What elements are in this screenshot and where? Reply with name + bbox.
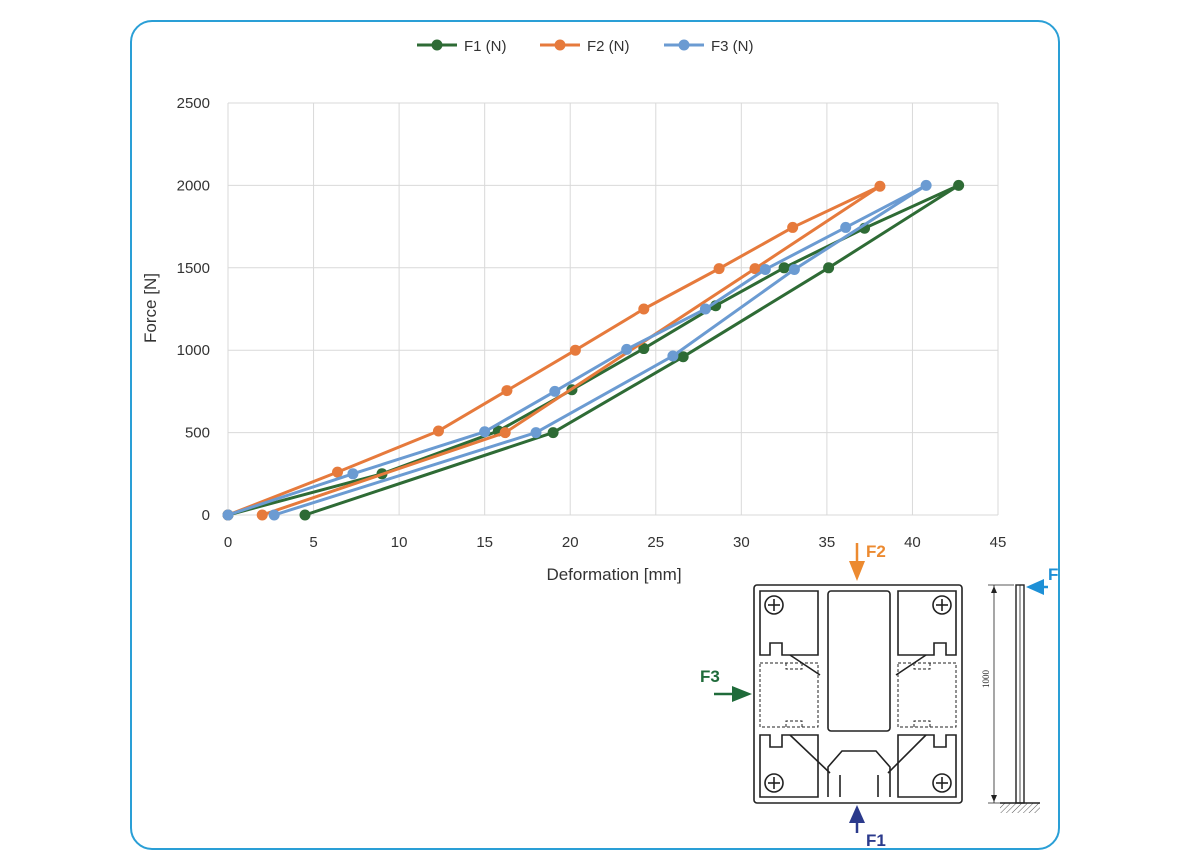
profile-section [753, 584, 963, 804]
series-line [227, 184, 882, 517]
data-point [530, 427, 542, 439]
force-arrow-f3: F3 [700, 667, 752, 702]
data-point [787, 221, 799, 233]
cantilever-side-view: 1000 [981, 584, 1040, 813]
data-point [547, 427, 559, 439]
dashed-side-slots [759, 662, 957, 728]
y-tick-label: 500 [185, 425, 210, 442]
legend-label: F3 (N) [711, 38, 754, 55]
force-label-f: F [1048, 565, 1058, 584]
x-tick-label: 20 [562, 534, 579, 551]
force-arrow-f1: F1 [849, 805, 886, 850]
legend-swatch-marker [678, 39, 690, 51]
data-point [677, 351, 689, 363]
data-point [638, 303, 650, 315]
x-tick-label: 0 [224, 534, 232, 551]
data-point [840, 221, 852, 233]
x-tick-label: 45 [990, 534, 1007, 551]
data-point [699, 303, 711, 315]
figure-frame [130, 20, 1060, 850]
x-tick-label: 10 [391, 534, 408, 551]
force-label-f2: F2 [866, 542, 886, 561]
dimension-label: 1000 [981, 670, 991, 689]
y-tick-label: 1500 [177, 260, 210, 277]
chart-legend: F1 (N) F2 (N) F3 (N) [417, 38, 754, 55]
legend-label: F2 (N) [587, 38, 630, 55]
x-tick-label: 35 [819, 534, 836, 551]
data-point [268, 509, 280, 521]
force-arrow-f: F [1026, 565, 1058, 595]
data-point [874, 180, 886, 192]
data-point [222, 509, 234, 521]
x-tick-label: 25 [647, 534, 664, 551]
data-point [713, 263, 725, 275]
data-point [638, 343, 650, 355]
data-point [549, 385, 561, 397]
x-axis-label: Deformation [mm] [546, 565, 681, 584]
legend-item: F3 (N) [664, 38, 754, 55]
chart-series [222, 179, 965, 521]
data-point [499, 427, 511, 439]
legend-swatch-marker [554, 39, 566, 51]
data-point [501, 385, 513, 397]
legend-label: F1 (N) [464, 38, 507, 55]
x-tick-label: 5 [309, 534, 317, 551]
data-point [299, 509, 311, 521]
data-point [569, 344, 581, 356]
data-point [667, 350, 679, 362]
data-point [479, 426, 491, 438]
y-tick-label: 1000 [177, 342, 210, 359]
series-2 [222, 180, 886, 521]
data-point [432, 425, 444, 437]
y-tick-label: 2500 [177, 95, 210, 112]
data-point [749, 263, 761, 275]
x-tick-label: 30 [733, 534, 750, 551]
series-3 [222, 179, 932, 521]
force-label-f1: F1 [866, 831, 886, 850]
y-axis-label: Force [N] [141, 273, 160, 343]
data-point [953, 179, 965, 191]
y-tick-label: 2000 [177, 177, 210, 194]
profile-cross-section-diagram: F2 F3 F1 1000 F [700, 542, 1058, 850]
data-point [759, 263, 771, 275]
data-point [347, 468, 359, 480]
chart-grid [227, 102, 999, 516]
legend-item: F2 (N) [540, 38, 630, 55]
force-deformation-chart: 0 5 10 15 20 25 30 35 40 45 0 500 1000 1500 2000 2500 F… [141, 38, 1007, 584]
x-tick-label: 40 [904, 534, 921, 551]
data-point [788, 263, 800, 275]
data-point [332, 466, 344, 478]
force-label-f3: F3 [700, 667, 720, 686]
data-point [920, 179, 932, 191]
data-point [778, 262, 790, 274]
chart-tick-labels: 0 5 10 15 20 25 30 35 40 45 0 500 1000 1500 2000 2500 [177, 95, 1007, 551]
y-tick-label: 0 [202, 507, 210, 524]
data-point [823, 262, 835, 274]
data-point [256, 509, 268, 521]
legend-item: F1 (N) [417, 38, 507, 55]
data-point [621, 343, 633, 355]
x-tick-label: 15 [476, 534, 493, 551]
force-arrow-f2: F2 [849, 542, 886, 581]
legend-swatch-marker [431, 39, 443, 51]
